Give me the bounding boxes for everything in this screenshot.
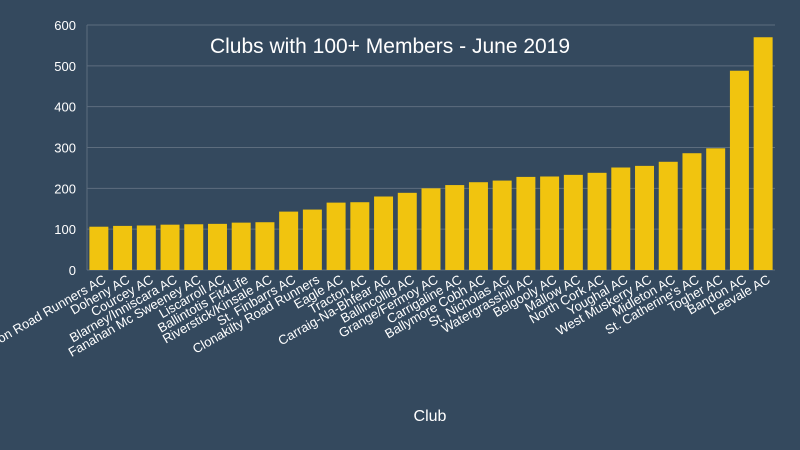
x-axis-title: Club — [414, 408, 447, 425]
bar — [136, 225, 156, 270]
bar — [397, 192, 417, 270]
y-tick-label: 300 — [54, 141, 76, 156]
bar — [350, 202, 370, 270]
bar — [231, 222, 251, 270]
bar — [706, 148, 726, 270]
bar — [682, 153, 702, 270]
chart-title: Clubs with 100+ Members - June 2019 — [210, 35, 570, 58]
bar — [160, 224, 180, 270]
y-tick-label: 400 — [54, 100, 76, 115]
bar — [563, 174, 583, 270]
bar — [611, 167, 631, 270]
bars — [89, 37, 773, 270]
bar — [207, 223, 227, 270]
bar — [753, 37, 773, 270]
bar — [113, 225, 133, 270]
bar — [635, 165, 655, 270]
bar — [421, 188, 441, 270]
bar — [302, 209, 322, 270]
bar — [279, 211, 299, 270]
y-tick-label: 500 — [54, 59, 76, 74]
y-tick-label: 200 — [54, 181, 76, 196]
y-tick-label: 0 — [69, 263, 76, 278]
bar — [658, 161, 678, 270]
bar — [445, 185, 465, 270]
y-tick-labels: 0 100 200 300 400 500 600 — [54, 18, 76, 278]
bar — [516, 176, 536, 270]
bar — [374, 196, 394, 270]
bar — [326, 202, 346, 270]
bar — [540, 176, 560, 270]
bar — [255, 222, 275, 270]
y-tick-label: 600 — [54, 18, 76, 33]
bar — [587, 172, 607, 270]
bar — [184, 224, 204, 270]
bar — [468, 182, 488, 270]
bar — [729, 70, 749, 270]
bar — [492, 180, 512, 270]
bar — [89, 226, 109, 270]
y-tick-label: 100 — [54, 222, 76, 237]
